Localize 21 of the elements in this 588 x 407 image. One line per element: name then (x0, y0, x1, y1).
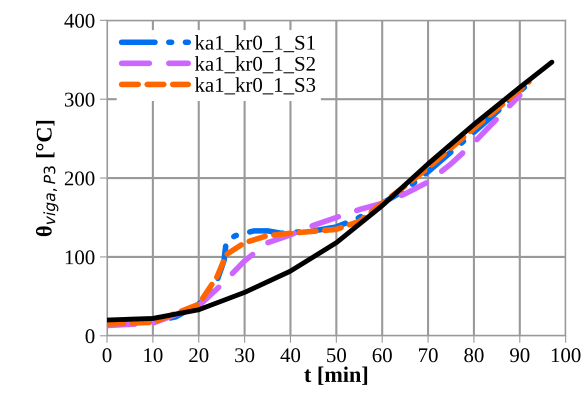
y-tick-label: 200 (64, 171, 94, 186)
x-tick-label: 10 (144, 348, 162, 362)
x-tick-label: 70 (419, 348, 438, 362)
x-tick-label: 60 (372, 348, 392, 362)
x-tick-label: 0 (102, 348, 112, 362)
y-tick-label: 400 (64, 14, 94, 28)
legend-label: ka1_kr0_1_S1 (194, 35, 315, 52)
x-tick-label: 100 (552, 348, 580, 362)
x-tick-label: 20 (189, 348, 208, 362)
x-tick-label: 80 (464, 348, 484, 362)
y-tick-label: 100 (66, 250, 94, 264)
legend-label: ka1_kr0_1_S2 (194, 56, 315, 74)
x-tick-label: 40 (280, 348, 300, 362)
legend-label: ka1_kr0_1_S3 (194, 77, 316, 94)
y-tick-label: 300 (64, 92, 94, 107)
x-axis-title: t [min] (304, 366, 368, 385)
x-tick-label: 30 (235, 348, 254, 362)
x-tick-label: 50 (327, 348, 346, 362)
y-tick-label: 0 (86, 329, 94, 344)
x-tick-label: 90 (510, 348, 530, 362)
y-axis-title: θ$_{viga,P3}$ [°C] (36, 120, 58, 236)
